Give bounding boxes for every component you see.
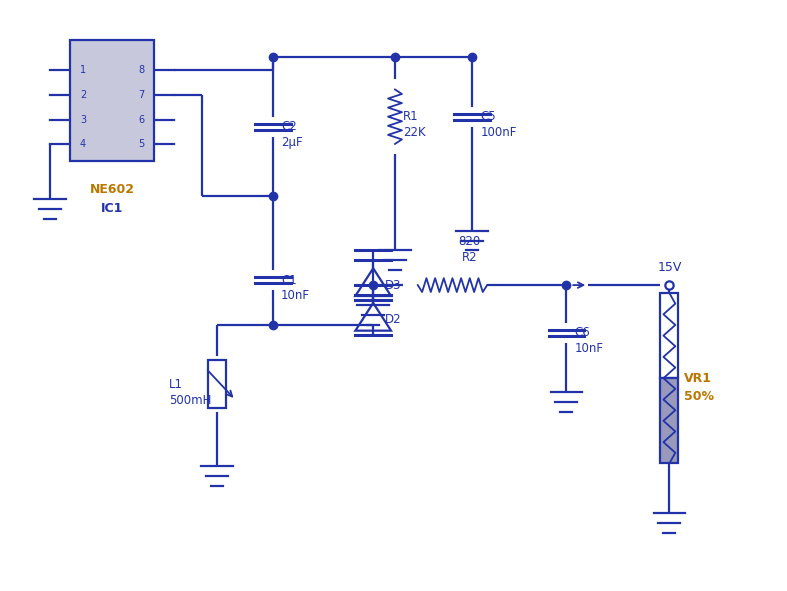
Text: IC1: IC1 — [101, 202, 124, 215]
Text: C2: C2 — [281, 120, 297, 133]
Text: D2: D2 — [385, 313, 401, 326]
Text: 7: 7 — [138, 90, 144, 100]
Text: C1: C1 — [281, 274, 297, 287]
Bar — [660, 378, 678, 463]
Text: C6: C6 — [575, 326, 590, 339]
Text: 500mH: 500mH — [169, 394, 212, 407]
Text: C5: C5 — [480, 110, 496, 123]
Text: 100nF: 100nF — [480, 126, 516, 139]
Text: 10nF: 10nF — [281, 290, 310, 303]
Text: 50%: 50% — [684, 389, 715, 402]
Text: 22K: 22K — [403, 126, 426, 139]
Bar — [70, 40, 154, 161]
Text: NE602: NE602 — [90, 183, 135, 196]
Text: R1: R1 — [403, 110, 419, 123]
Text: 6: 6 — [139, 115, 144, 125]
Text: 4: 4 — [80, 139, 86, 150]
Text: R2: R2 — [462, 251, 478, 264]
Text: 820: 820 — [459, 235, 481, 248]
Text: 2: 2 — [80, 90, 87, 100]
Text: 3: 3 — [80, 115, 86, 125]
Text: 1: 1 — [80, 65, 86, 75]
Bar — [208, 361, 226, 408]
Text: 8: 8 — [139, 65, 144, 75]
Text: 2µF: 2µF — [281, 136, 303, 149]
Text: 5: 5 — [138, 139, 144, 150]
Text: D3: D3 — [385, 278, 401, 291]
Text: VR1: VR1 — [684, 372, 712, 385]
Text: L1: L1 — [169, 378, 183, 391]
Text: 10nF: 10nF — [575, 342, 604, 355]
Text: 15V: 15V — [657, 261, 682, 274]
Bar — [660, 293, 678, 378]
